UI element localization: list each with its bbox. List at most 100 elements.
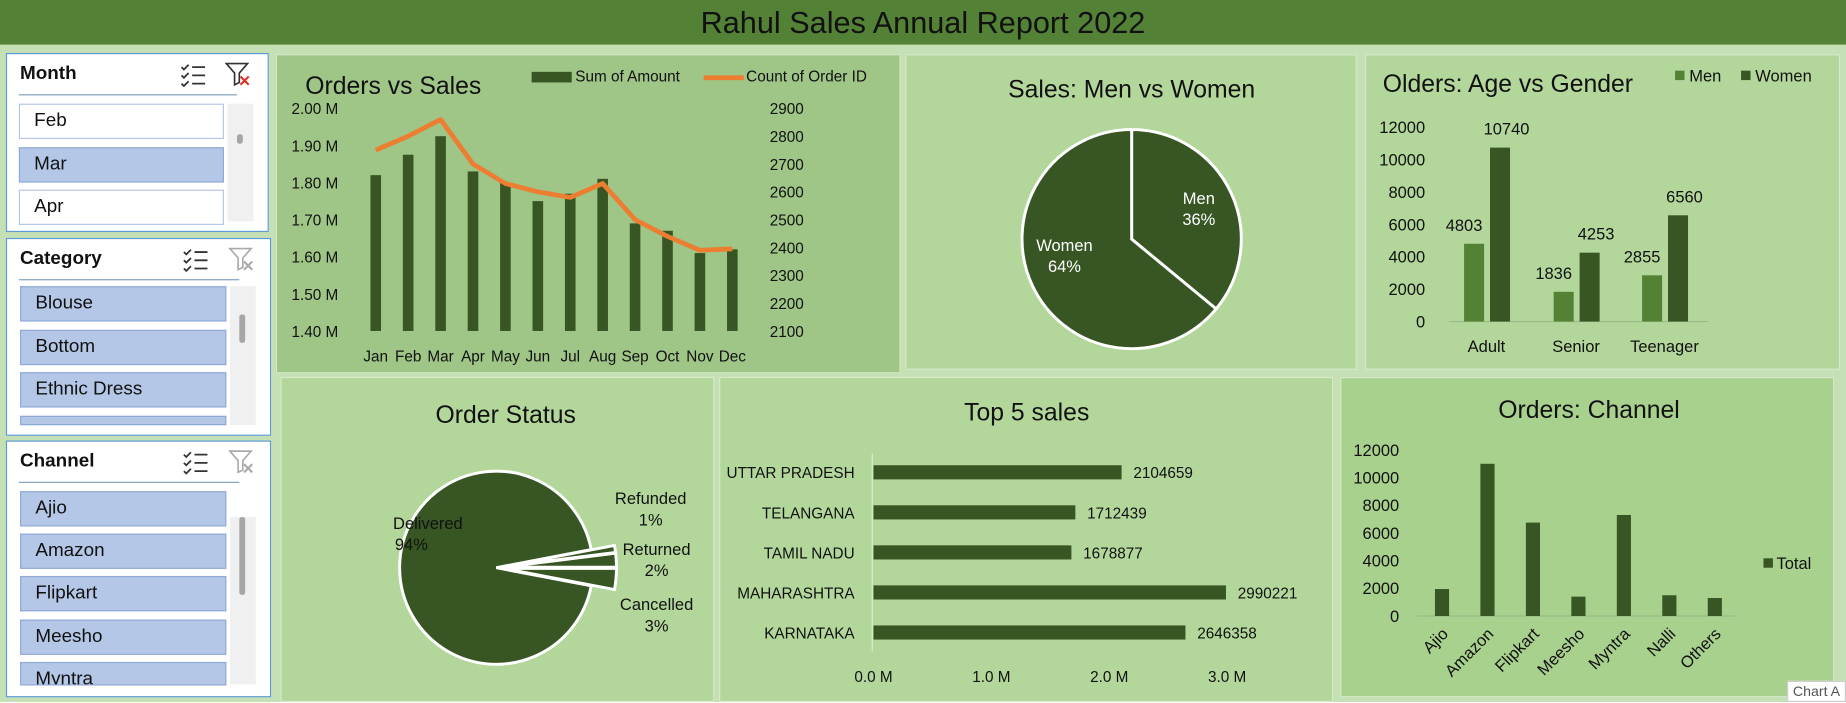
top5-sales-panel[interactable]: Top 5 sales UTTAR PRADESH 2104659 TELANGAN…: [719, 376, 1334, 702]
category-label: Adult: [1468, 338, 1506, 356]
category-label: Nalli: [1644, 625, 1679, 660]
y-axis-ticks: 12000 10000 8000 6000 4000 2000 0: [1379, 119, 1425, 331]
slicer-item-myntra[interactable]: Myntra: [20, 661, 227, 686]
scrollbar-thumb[interactable]: [239, 517, 246, 595]
month-slicer[interactable]: Month Feb Mar Apr: [5, 53, 269, 233]
slicer-scrollbar[interactable]: [229, 286, 256, 426]
men-vs-women-panel[interactable]: Sales: Men vs Women Men 36% Women 64%: [905, 54, 1357, 370]
category-label: Others: [1677, 625, 1725, 673]
left-tick-label: 1.80 M: [292, 175, 339, 192]
scrollbar-thumb[interactable]: [236, 134, 243, 144]
slicer-item-blouse[interactable]: Blouse: [20, 286, 227, 322]
slicer-item-flipkart[interactable]: Flipkart: [20, 575, 227, 612]
right-tick-label: 2200: [770, 296, 804, 313]
bar-women: [1579, 252, 1600, 322]
slicer-item-bottom[interactable]: Bottom: [20, 329, 227, 366]
month-label: Nov: [686, 349, 714, 366]
channel-bar: [1707, 598, 1722, 617]
slicer-item-apr[interactable]: Apr: [18, 189, 224, 225]
orders-channel-panel[interactable]: Orders: Channel Total 12000 10000 8000 6000…: [1340, 376, 1835, 698]
category-slicer[interactable]: Category Blouse Bottom Ethnic Dress: [5, 237, 272, 436]
men-vs-women-chart: Sales: Men vs Women Men 36% Women 64%: [1008, 77, 1255, 351]
data-label: 1836: [1535, 265, 1572, 283]
tick-label: 2000: [1363, 580, 1400, 598]
right-tick-label: 2800: [770, 129, 804, 146]
month-label: Oct: [656, 349, 681, 366]
category-labels: Adult Senior Teenager: [1468, 338, 1700, 356]
tick-label: 8000: [1363, 497, 1400, 515]
legend-swatch-total: [1763, 558, 1773, 568]
amount-bar: [727, 249, 738, 331]
sales-bar: [873, 465, 1122, 480]
category-slicer-header: Category: [20, 248, 102, 269]
slicer-item-partial[interactable]: [20, 415, 227, 426]
right-axis-ticks: 2900 2800 2700 2600 2500 2400 2300 2200 2100: [770, 101, 804, 341]
slicer-item-feb[interactable]: Feb: [18, 103, 224, 139]
data-label: 1712439: [1087, 505, 1147, 522]
chart-title: Order Status: [436, 402, 576, 429]
data-label: 2990221: [1238, 585, 1298, 602]
legend-label-total: Total: [1776, 555, 1811, 573]
slicer-item-meesho[interactable]: Meesho: [20, 619, 227, 655]
age-vs-gender-panel[interactable]: Olders: Age vs Gender Men Women 12000 100…: [1365, 54, 1841, 370]
clear-filter-icon[interactable]: [228, 246, 256, 272]
channel-slicer[interactable]: Channel Ajio Amazon Flipkart Meesho Mynt…: [5, 440, 272, 698]
slice-label: Women: [1036, 237, 1093, 255]
legend-swatch-men: [1675, 70, 1685, 81]
month-axis-labels: Jan Feb Mar Apr May Jun Jul Aug Sep Oct Nov Dec: [363, 349, 746, 366]
left-tick-label: 1.40 M: [292, 324, 339, 341]
x-tick-label: 2.0 M: [1090, 669, 1128, 686]
right-tick-label: 2400: [770, 240, 804, 257]
multi-select-icon[interactable]: [182, 246, 210, 273]
amount-bars: [370, 136, 738, 331]
multi-select-icon[interactable]: [179, 61, 207, 88]
amount-bar: [370, 175, 382, 331]
data-label: 6560: [1666, 188, 1703, 206]
amount-bar: [564, 193, 576, 331]
order-status-chart: Order Status Delivered 94% Refunded 1% Retur…: [393, 402, 693, 666]
amount-bar: [694, 253, 706, 331]
clear-filter-icon[interactable]: [224, 61, 252, 87]
tick-label: 4000: [1388, 249, 1425, 267]
tick-label: 10000: [1353, 470, 1399, 488]
slicer-item-ajio[interactable]: Ajio: [20, 491, 227, 527]
chart-title: Top 5 sales: [964, 400, 1089, 427]
sales-bar: [873, 585, 1226, 600]
slicer-item-mar[interactable]: Mar: [18, 147, 224, 183]
channel-bar: [1480, 463, 1495, 617]
month-label: Dec: [719, 349, 747, 366]
left-tick-label: 1.70 M: [292, 213, 339, 230]
channel-bar: [1616, 514, 1631, 617]
slicer-item-amazon[interactable]: Amazon: [20, 533, 227, 569]
channel-bar: [1525, 522, 1541, 617]
category-label: Senior: [1552, 338, 1600, 356]
tick-label: 6000: [1388, 216, 1425, 234]
pie-slice-men: [1130, 128, 1243, 312]
order-status-panel[interactable]: Order Status Delivered 94% Refunded 1% Retur…: [280, 376, 715, 702]
scrollbar-thumb[interactable]: [239, 314, 246, 343]
multi-select-icon[interactable]: [182, 449, 210, 475]
age-vs-gender-chart: Olders: Age vs Gender Men Women 12000 100…: [1379, 67, 1811, 356]
slice-label: Returned: [623, 541, 691, 559]
slice-percent: 3%: [645, 617, 669, 635]
slicer-item-ethnic-dress[interactable]: Ethnic Dress: [20, 372, 227, 408]
legend-label-orders: Count of Order ID: [746, 68, 867, 85]
orders-vs-sales-panel[interactable]: Orders vs Sales Sum of Amount Count of O…: [275, 54, 901, 374]
legend-swatch-amount: [531, 71, 572, 83]
amount-bar: [435, 136, 446, 331]
month-label: Sep: [621, 349, 648, 366]
y-axis-ticks: 12000 10000 8000 6000 4000 2000 0: [1353, 442, 1399, 626]
slicer-scrollbar[interactable]: [227, 103, 254, 222]
bar-men: [1464, 243, 1485, 322]
status-tooltip: Chart A: [1787, 680, 1846, 702]
month-label: Aug: [589, 349, 616, 366]
left-tick-label: 2.00 M: [292, 101, 339, 118]
tick-label: 6000: [1363, 525, 1400, 543]
clear-filter-icon[interactable]: [228, 449, 256, 475]
tick-label: 10000: [1379, 151, 1425, 169]
category-label: Amazon: [1442, 625, 1498, 680]
amount-bar: [597, 178, 608, 331]
slicer-scrollbar[interactable]: [229, 517, 256, 685]
pie: Delivered 94% Refunded 1% Returned 2% Cancelle…: [393, 469, 693, 666]
bars: UTTAR PRADESH 2104659 TELANGANA 1712439 TAMI…: [727, 465, 1298, 642]
